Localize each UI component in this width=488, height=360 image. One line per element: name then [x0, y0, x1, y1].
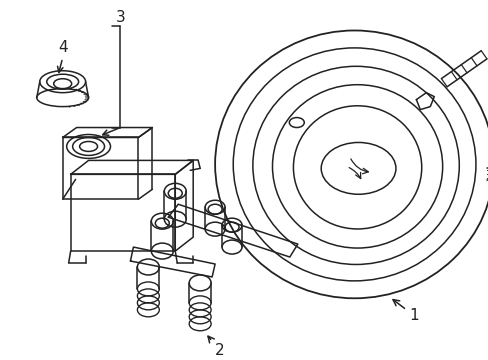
Text: 4: 4	[58, 40, 67, 55]
Text: 3: 3	[115, 10, 125, 26]
Text: 2: 2	[207, 336, 224, 358]
Text: 1: 1	[392, 300, 418, 323]
